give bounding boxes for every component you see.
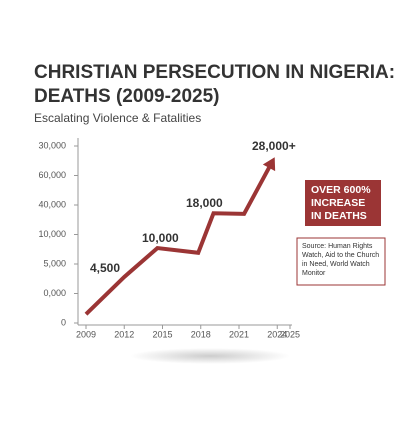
annotation: 10,000 xyxy=(142,231,179,245)
chart-title: CHRISTIAN PERSECUTION IN NIGERIA: xyxy=(34,62,395,83)
annotation: 4,500 xyxy=(90,261,120,275)
line xyxy=(84,163,273,316)
source: Source: Human Rights Watch, Aid to the C… xyxy=(302,243,380,277)
y-tick-label: 30,000 xyxy=(38,140,66,150)
source-box xyxy=(296,237,386,286)
callout-text: OVER 600% INCREASE IN DEATHS xyxy=(311,184,371,222)
annotation: 28,000+ xyxy=(252,139,296,153)
y-tick-label: 5,000 xyxy=(43,258,66,268)
y-tick-label: 0 xyxy=(61,317,66,327)
y-tick-label: 10,000 xyxy=(38,229,66,239)
x-tick-label: 2018 xyxy=(191,329,211,339)
chart-title: DEATHS (2009-2025) xyxy=(34,86,220,107)
annotation: 18,000 xyxy=(186,196,223,210)
x-tick-label: 2021 xyxy=(229,329,249,339)
x-tick-label: 2024 xyxy=(267,329,287,339)
x-tick-label: 2012 xyxy=(114,329,134,339)
y-tick-label: 40,000 xyxy=(38,199,66,209)
source-text: Source: Human Rights Watch, Aid to the C… xyxy=(302,243,380,277)
x-tick-label: 2015 xyxy=(152,329,172,339)
x-tick-label: 2009 xyxy=(76,329,96,339)
arrow-head xyxy=(262,157,276,172)
chart-subtitle: Escalating Violence & Fatalities xyxy=(34,111,201,125)
y-tick-label: 60,000 xyxy=(38,170,66,180)
callout-box xyxy=(305,180,381,226)
y-tick-label: 0,000 xyxy=(43,288,66,298)
shadow xyxy=(130,348,290,364)
callout: OVER 600% INCREASE IN DEATHS xyxy=(311,184,371,222)
x-tick-label: 2025 xyxy=(280,329,300,339)
